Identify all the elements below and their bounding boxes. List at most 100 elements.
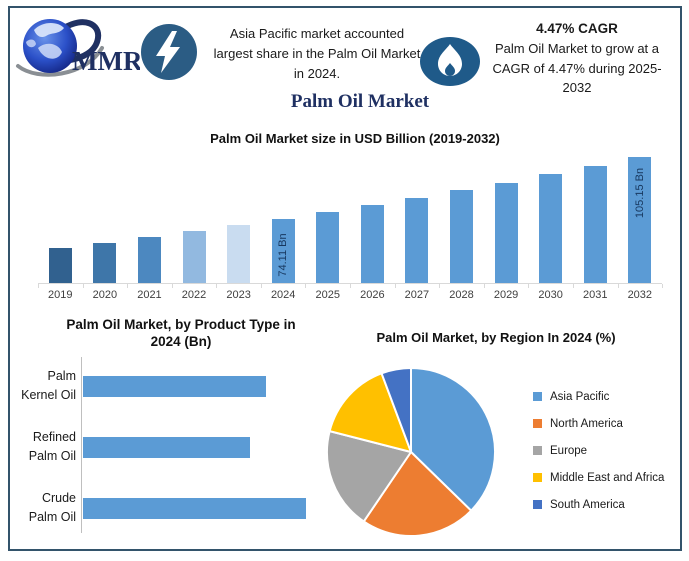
product-bar-1 — [83, 436, 251, 458]
pie-slice-0 — [410, 367, 496, 512]
market-size-bar-2029 — [494, 182, 518, 283]
market-size-bar-2028 — [449, 190, 473, 283]
market-size-bar-2030 — [539, 174, 563, 283]
page-title: Palm Oil Market — [290, 91, 430, 112]
flame-icon — [420, 37, 480, 86]
legend-label-1: North America — [550, 417, 623, 430]
year-label-2019: 2019 — [48, 289, 73, 301]
pie-slice-1 — [362, 451, 473, 537]
year-label-2031: 2031 — [582, 289, 608, 301]
product-bar-area-1 — [83, 436, 332, 458]
product-bar-area-2 — [83, 497, 332, 519]
logo-continent-mid — [38, 43, 62, 59]
region-pie — [326, 367, 496, 537]
lightning-icon — [141, 24, 197, 80]
logo-swoosh-gray — [16, 46, 104, 77]
logo-continent-top — [34, 22, 64, 38]
product-type-title-line1: Palm Oil Market, by Product Type in — [66, 317, 296, 332]
legend-label-3: Middle East and Africa — [550, 471, 665, 484]
bar-column-2029 — [484, 143, 529, 283]
axis-tick-2027 — [396, 284, 441, 288]
product-label-line: Palm — [47, 369, 76, 383]
outer-frame — [8, 6, 682, 551]
logo-swoosh-navy — [62, 19, 102, 63]
axis-tick-2023 — [217, 284, 262, 288]
bar-column-2021 — [127, 143, 172, 283]
bar-column-2032: 105.15 Bn — [618, 143, 663, 283]
product-label-line: Palm Oil — [28, 510, 76, 524]
market-size-bar-2025 — [316, 212, 340, 283]
legend-row-3: Middle East and Africa — [533, 464, 664, 491]
year-label-2020: 2020 — [92, 289, 118, 301]
axis-tick-2031 — [574, 284, 619, 288]
axis-tick-2022 — [173, 284, 218, 288]
bar-column-2027 — [395, 143, 440, 283]
market-size-bar-2023 — [227, 225, 251, 283]
cagr-note: 4.47% CAGR Palm Oil Market to grow at a … — [486, 21, 668, 98]
market-size-plot: 74.11 Bn 105.15 Bn — [38, 143, 662, 284]
legend-row-0: Asia Pacific — [533, 383, 664, 410]
axis-tick-2021 — [128, 284, 173, 288]
product-type-y-axis-line — [81, 357, 82, 533]
bar-value-label-2032: 105.15 Bn — [633, 167, 646, 218]
market-size-bar-2019 — [48, 247, 72, 283]
bar-column-2019 — [38, 143, 83, 283]
market-size-bar-2026 — [360, 205, 384, 283]
year-label-2025: 2025 — [315, 289, 340, 301]
legend-marker-3 — [533, 473, 542, 482]
market-size-bar-2020 — [93, 242, 117, 283]
legend-marker-4 — [533, 500, 542, 509]
year-label-2030: 2030 — [538, 289, 563, 301]
pie-slice-4 — [380, 367, 412, 453]
region-pie-legend: Asia Pacific North America Europe Middle Ea… — [533, 383, 664, 518]
product-type-title-line2: 2024 (Bn) — [150, 334, 212, 349]
legend-row-2: Europe — [533, 437, 664, 464]
axis-tick-2020 — [84, 284, 129, 288]
product-type-chart-title: Palm Oil Market, by Product Type in 2024… — [20, 316, 342, 350]
cagr-text: Palm Oil Market to grow at a CAGR of 4.4… — [492, 41, 662, 95]
bar-column-2020 — [83, 143, 128, 283]
axis-tick-2032 — [619, 284, 664, 288]
year-label-2026: 2026 — [360, 289, 385, 301]
axis-tick-2019 — [39, 284, 84, 288]
year-label-2024: 2024 — [270, 289, 296, 301]
legend-marker-2 — [533, 446, 542, 455]
bar-column-2024: 74.11 Bn — [261, 143, 306, 283]
year-label-2029: 2029 — [493, 289, 519, 301]
market-size-bar-2024: 74.11 Bn — [271, 218, 295, 283]
bar-column-2022 — [172, 143, 217, 283]
market-size-bar-2022 — [182, 231, 206, 283]
pie-slice-3 — [328, 372, 412, 453]
cagr-title: 4.47% CAGR — [536, 21, 618, 36]
axis-tick-2030 — [529, 284, 574, 288]
bar-column-2030 — [528, 143, 573, 283]
market-size-bar-2027 — [405, 198, 429, 283]
product-label-2: Crude Palm Oil — [8, 489, 83, 527]
axis-tick-2028 — [440, 284, 485, 288]
axis-tick-2029 — [485, 284, 530, 288]
product-bar-0 — [83, 375, 266, 397]
bar-column-2026 — [350, 143, 395, 283]
product-bar-2 — [83, 497, 307, 519]
region-pie-chart-title: Palm Oil Market, by Region In 2024 (%) — [376, 330, 616, 345]
product-bar-area-0 — [83, 375, 332, 397]
product-type-rows: Palm Kernel Oil Refined Palm Oil Crude Palm O… — [8, 362, 332, 532]
year-label-2032: 2032 — [627, 289, 653, 301]
product-label-line: Palm Oil — [28, 449, 76, 463]
year-label-2028: 2028 — [449, 289, 474, 301]
market-size-axis-ticks — [38, 284, 664, 288]
mmr-logo: MMR — [16, 19, 140, 77]
product-label-1: Refined Palm Oil — [8, 428, 83, 466]
market-size-bar-2031 — [583, 165, 607, 283]
legend-label-2: Europe — [550, 444, 588, 457]
market-size-xlabels: 2019 2020 2021 2022 2023 2024 2025 2026 2027 2028… — [38, 289, 662, 301]
bar-value-label-2024: 74.11 Bn — [277, 233, 290, 277]
bar-column-2023 — [216, 143, 261, 283]
year-label-2022: 2022 — [181, 289, 207, 301]
market-size-chart-title: Palm Oil Market size in USD Billion (201… — [210, 131, 500, 146]
year-label-2023: 2023 — [226, 289, 251, 301]
legend-marker-1 — [533, 419, 542, 428]
highlight-note-asia-pacific: Asia Pacific market accounted largest sh… — [213, 26, 421, 81]
legend-row-4: South America — [533, 491, 664, 518]
